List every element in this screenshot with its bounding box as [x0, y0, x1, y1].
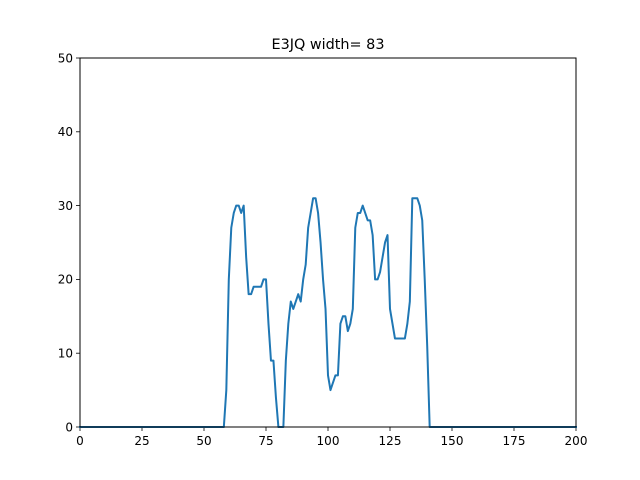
- axes-frame: [79, 57, 577, 428]
- x-tick-label: 175: [503, 434, 526, 448]
- y-tick-label: 40: [58, 125, 73, 139]
- axis-ticks: 0 25 50 75 100 125 150 175 200 0 10 20 30 40 50: [58, 51, 588, 448]
- series-line: [79, 197, 577, 428]
- y-tick-label: 10: [58, 347, 73, 361]
- x-tick-label: 100: [317, 434, 340, 448]
- y-tick-label: 50: [58, 51, 73, 65]
- y-tick-label: 30: [58, 199, 73, 213]
- x-tick-label: 200: [565, 434, 588, 448]
- x-tick-label: 75: [258, 434, 273, 448]
- y-tick-label: 0: [65, 420, 73, 434]
- x-tick-label: 125: [379, 434, 402, 448]
- x-tick-label: 0: [76, 434, 84, 448]
- x-tick-label: 150: [441, 434, 464, 448]
- x-tick-label: 50: [196, 434, 211, 448]
- x-tick-label: 25: [134, 434, 149, 448]
- chart-title: E3JQ width= 83: [271, 37, 384, 53]
- plot-area: [79, 197, 577, 428]
- y-tick-label: 20: [58, 273, 73, 287]
